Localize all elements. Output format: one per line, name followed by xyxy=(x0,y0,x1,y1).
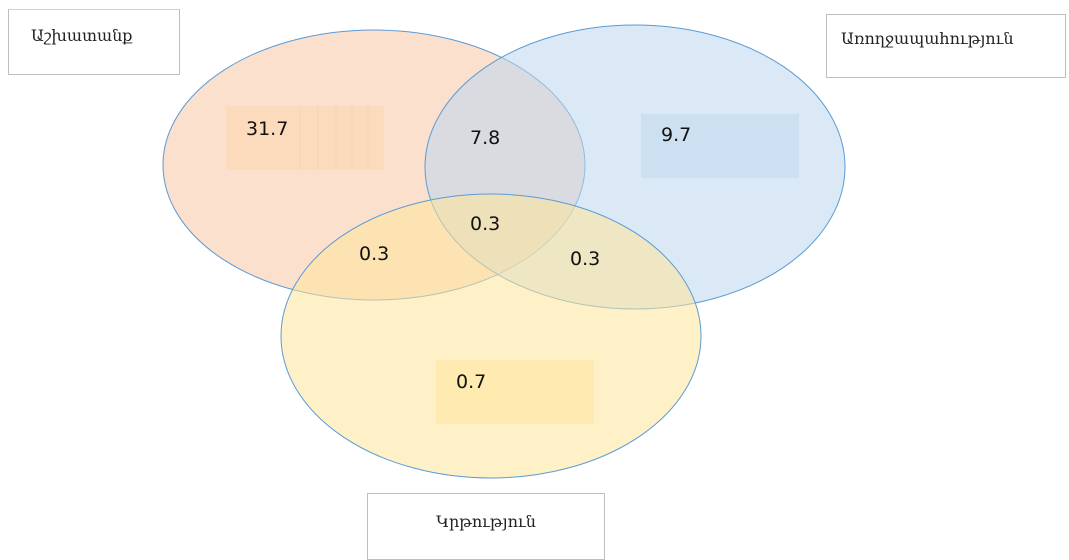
work-set-label-box: Աշխատանք xyxy=(8,9,180,75)
all-three-value: 0.3 xyxy=(470,213,501,235)
health-set-label-box: Առողջապահություն xyxy=(826,14,1066,78)
education-only-value: 0.7 xyxy=(456,371,487,393)
work-only-value: 31.7 xyxy=(246,118,289,140)
education-set-label: Կրթություն xyxy=(436,512,536,531)
work-set-label: Աշխատանք xyxy=(31,26,133,45)
work-education-value: 0.3 xyxy=(359,243,390,265)
education-set-circle xyxy=(280,193,702,479)
work-health-value: 7.8 xyxy=(470,127,501,149)
education-set-label-box: Կրթություն xyxy=(367,493,605,560)
health-education-value: 0.3 xyxy=(570,248,601,270)
health-set-label: Առողջապահություն xyxy=(841,29,1014,48)
health-only-value: 9.7 xyxy=(661,124,692,146)
